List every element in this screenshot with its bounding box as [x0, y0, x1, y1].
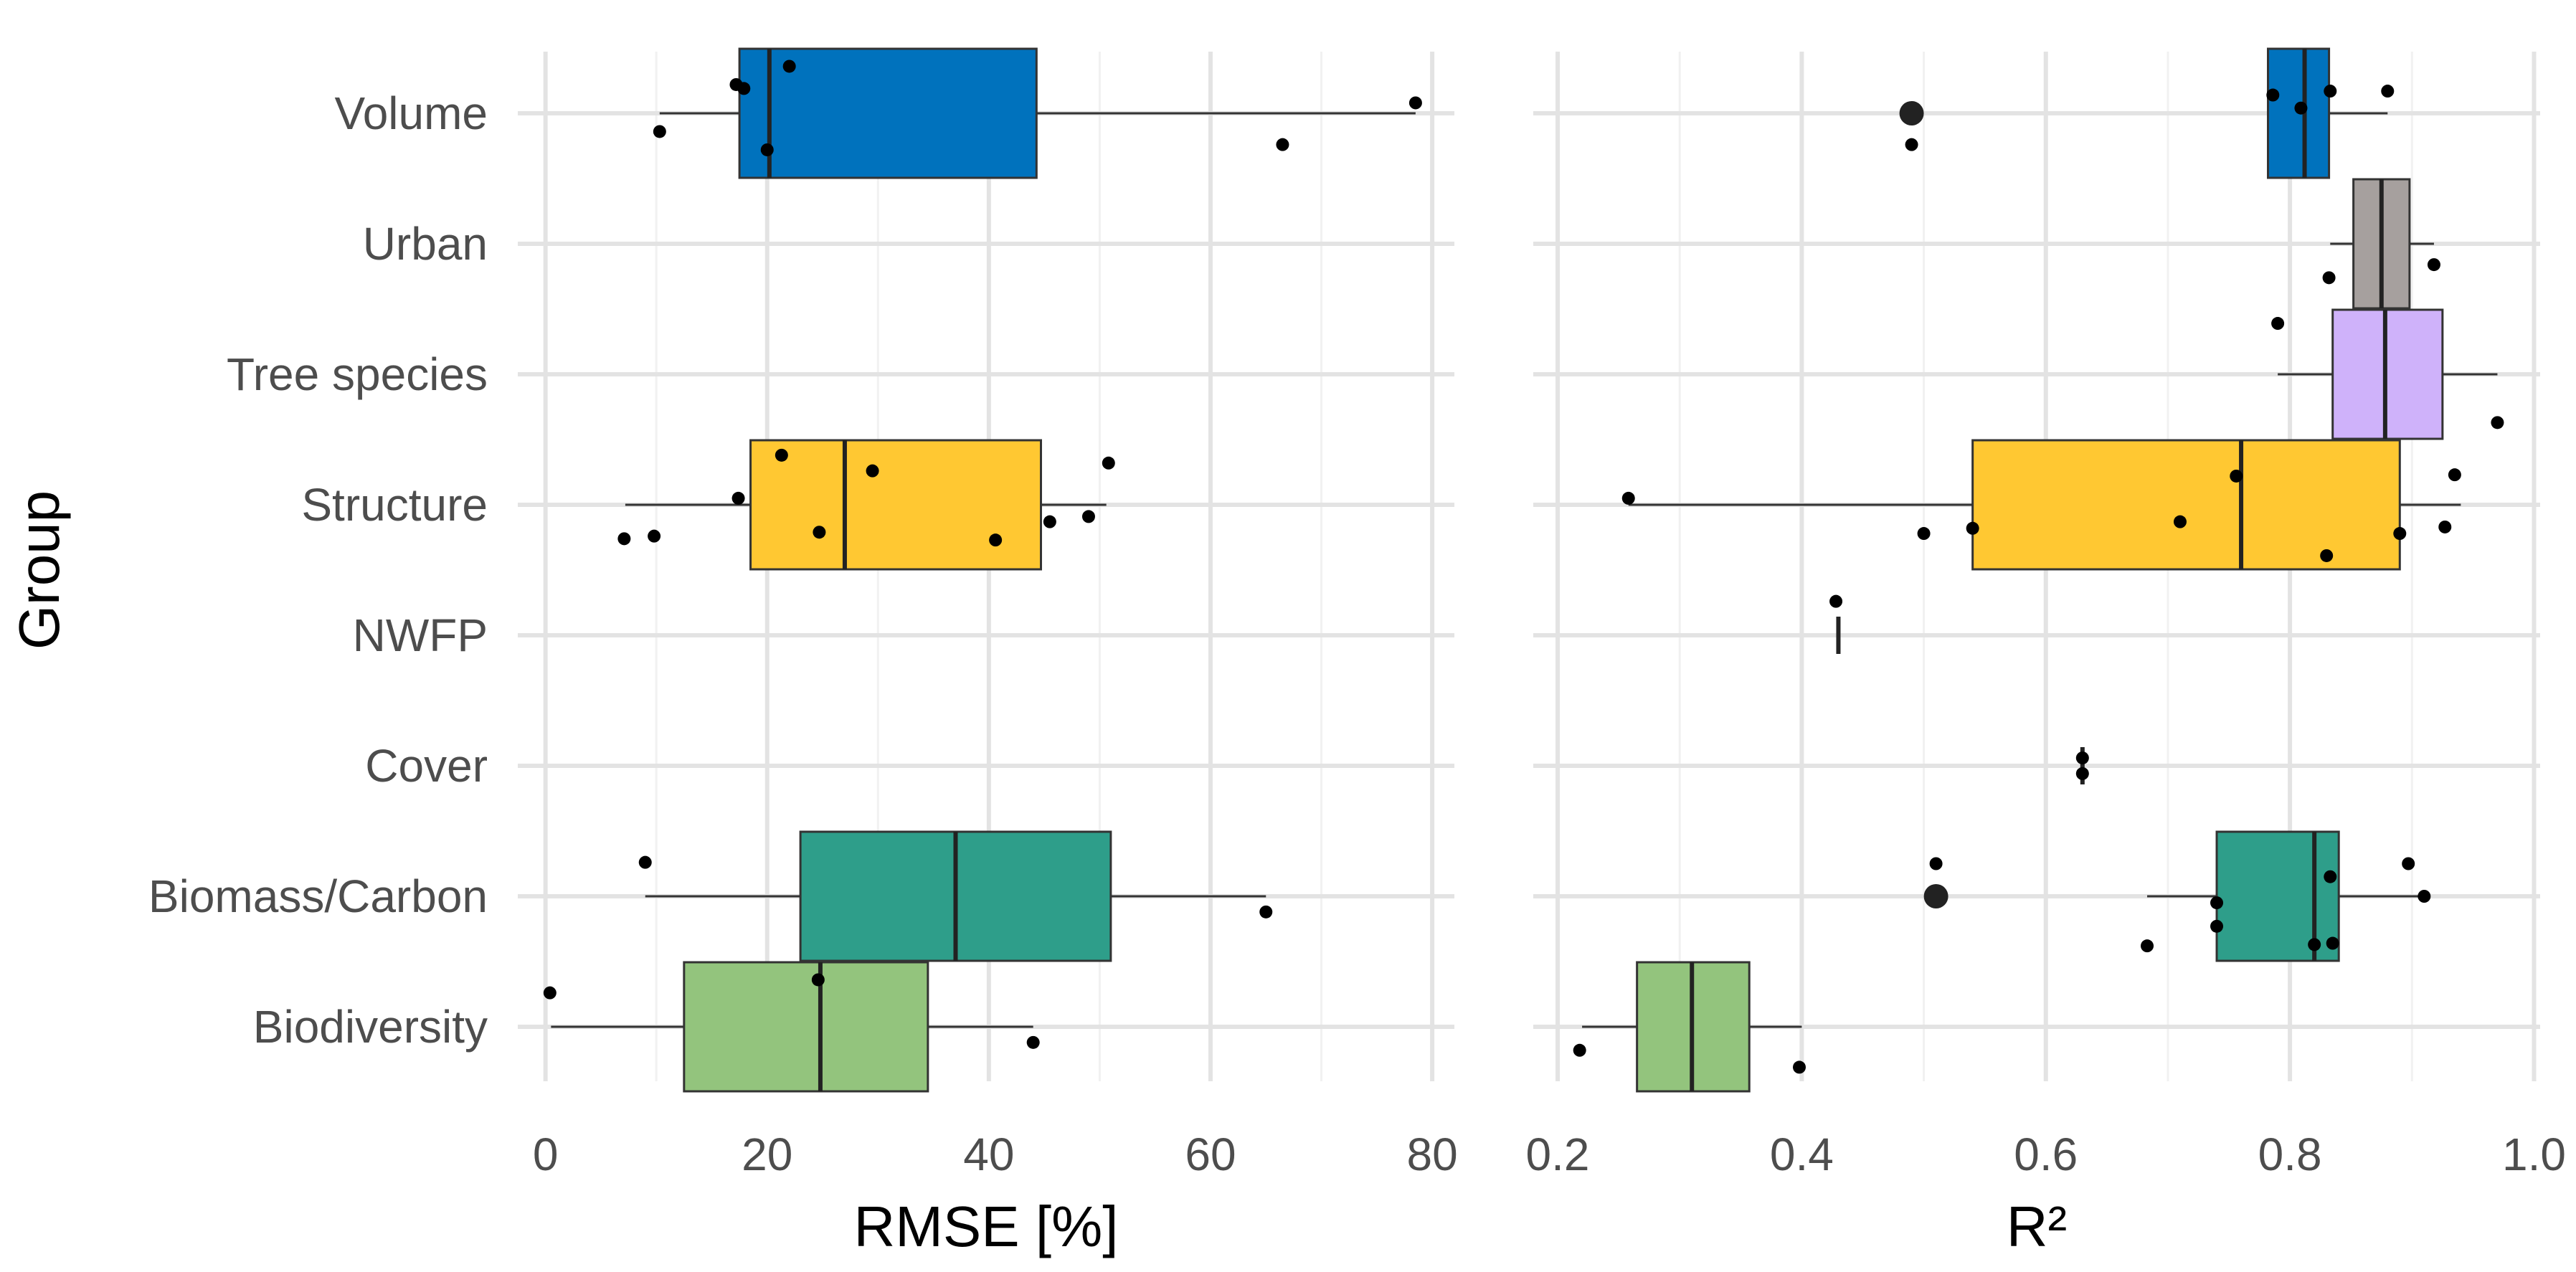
y-tick-label-structure: Structure: [301, 479, 488, 531]
rmse-point-structure: [775, 448, 788, 462]
rmse-point-volume: [653, 125, 666, 138]
rmse-box-biodiversity-iqr: [683, 961, 929, 1093]
rmse-x-tick-label: 80: [1406, 1129, 1457, 1180]
rmse-point-structure: [648, 529, 661, 543]
r2-point-biomass-carbon: [2210, 896, 2224, 910]
r2-box-urban: [2330, 178, 2434, 310]
r2-point-biomass-carbon: [1929, 857, 1943, 870]
r2-point-biomass-carbon: [2210, 919, 2224, 933]
y-tick-label-biomass-carbon: Biomass/Carbon: [148, 870, 488, 922]
rmse-point-biodiversity: [543, 986, 557, 1000]
r2-box-biomass-carbon-iqr: [2215, 830, 2340, 962]
rmse-point-structure: [1102, 456, 1115, 470]
rmse-box-structure: [625, 439, 1107, 571]
r2-point-structure: [2448, 468, 2461, 482]
r2-x-tick-label: 1.0: [2502, 1129, 2566, 1180]
r2-box-structure: [1628, 439, 2461, 571]
x-axis-title-r2: R²: [2007, 1195, 2067, 1258]
rmse-box-biomass-carbon: [645, 830, 1266, 962]
r2-point-biomass-carbon: [2324, 870, 2337, 883]
y-tick-label-tree-species: Tree species: [227, 348, 488, 400]
r2-x-tick-label: 0.2: [1526, 1129, 1590, 1180]
r2-point-cover: [2075, 751, 2089, 765]
rmse-box-biodiversity: [551, 961, 1033, 1093]
r2-point-volume: [2381, 85, 2395, 98]
r2-point-biodiversity: [1573, 1043, 1586, 1057]
rmse-x-tick-label: 0: [533, 1129, 559, 1180]
rmse-point-volume: [737, 82, 751, 95]
rmse-point-biodiversity: [1026, 1035, 1040, 1049]
rmse-point-biomass-carbon: [1259, 905, 1273, 919]
rmse-point-biomass-carbon: [638, 855, 652, 869]
rmse-point-volume: [760, 143, 774, 156]
r2-box-structure-iqr: [1971, 439, 2401, 571]
rmse-x-tick-label: 20: [742, 1129, 792, 1180]
y-tick-label-nwfp: NWFP: [353, 609, 488, 661]
r2-point-biomass-carbon: [2308, 938, 2321, 951]
r2-point-tree-species: [2491, 416, 2504, 429]
r2-box-biomass-carbon-outlier: [1923, 884, 1948, 908]
rmse-point-structure: [866, 464, 879, 478]
r2-point-biomass-carbon: [2141, 939, 2154, 953]
r2-point-structure: [2320, 549, 2334, 562]
r2-point-structure: [2173, 515, 2187, 528]
rmse-point-volume: [1276, 138, 1289, 151]
rmse-point-volume: [782, 60, 796, 73]
x-axis-title-rmse: RMSE [%]: [854, 1195, 1119, 1258]
r2-point-biomass-carbon: [2402, 857, 2415, 870]
r2-box-tree-species-iqr: [2331, 308, 2444, 440]
rmse-box-structure-iqr: [749, 439, 1043, 571]
r2-box-biomass-carbon: [1923, 830, 2425, 962]
r2-point-structure: [1917, 527, 1931, 541]
r2-point-structure: [2393, 527, 2407, 541]
r2-point-volume: [2266, 88, 2280, 102]
rmse-point-structure: [617, 532, 631, 546]
rmse-point-structure: [989, 533, 1003, 547]
r2-point-tree-species: [2271, 317, 2285, 331]
rmse-x-tick-label: 40: [963, 1129, 1014, 1180]
r2-point-cover: [2075, 766, 2089, 780]
r2-point-structure: [1621, 491, 1635, 505]
rmse-point-structure: [1081, 510, 1095, 523]
r2-point-urban: [2322, 271, 2336, 285]
r2-box-tree-species: [2278, 308, 2498, 440]
point-layer: [543, 60, 2504, 1074]
r2-x-tick-label: 0.6: [2014, 1129, 2078, 1180]
r2-x-tick-label: 0.4: [1770, 1129, 1834, 1180]
y-tick-label-volume: Volume: [335, 87, 488, 139]
rmse-point-biodiversity: [811, 973, 825, 987]
rmse-x-tick-label: 60: [1185, 1129, 1236, 1180]
r2-point-nwfp: [1829, 594, 1843, 608]
r2-point-structure: [2438, 520, 2452, 533]
r2-point-structure: [1966, 521, 1979, 535]
y-axis-title: Group: [7, 490, 71, 650]
rmse-point-volume: [1408, 96, 1422, 110]
r2-point-structure: [2230, 469, 2243, 483]
rmse-point-structure: [813, 526, 826, 539]
label-layer: Volume Urban Tree species Structure NWFP Cove…: [148, 87, 2566, 1180]
r2-point-volume: [2294, 101, 2308, 115]
r2-point-biodiversity: [1792, 1060, 1806, 1074]
r2-point-biomass-carbon: [2418, 890, 2431, 903]
y-tick-label-urban: Urban: [363, 218, 488, 270]
r2-point-volume: [1905, 138, 1918, 151]
box-layer: [551, 47, 2498, 1093]
r2-box-volume-outlier: [1899, 101, 1924, 125]
y-tick-label-cover: Cover: [365, 740, 488, 792]
r2-x-tick-label: 0.8: [2258, 1129, 2322, 1180]
r2-box-biodiversity: [1582, 961, 1802, 1093]
rmse-point-structure: [731, 491, 745, 505]
r2-point-volume: [2324, 85, 2337, 98]
rmse-point-structure: [1043, 515, 1056, 528]
r2-point-urban: [2427, 258, 2440, 272]
y-tick-label-biodiversity: Biodiversity: [253, 1001, 488, 1053]
r2-point-biomass-carbon: [2326, 936, 2339, 950]
